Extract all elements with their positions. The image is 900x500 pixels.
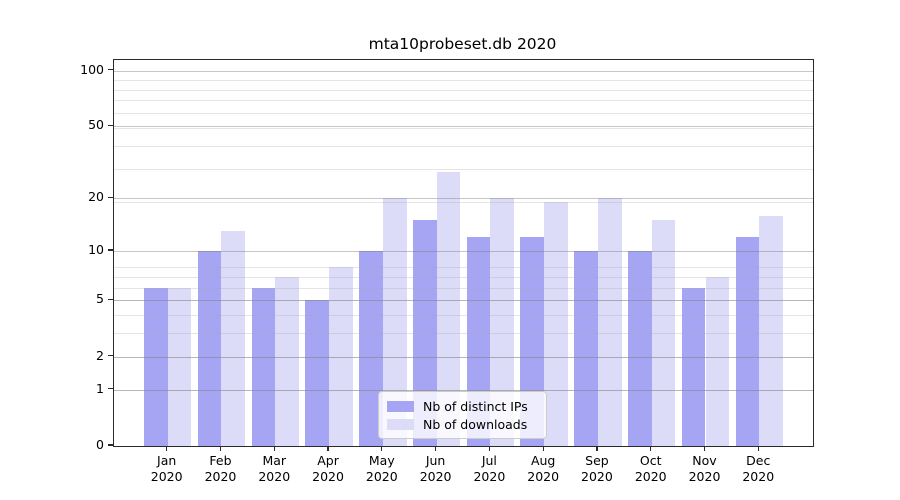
x-tick-mark: [596, 446, 598, 451]
minor-gridline: [114, 127, 813, 129]
x-tick-mark: [650, 446, 652, 451]
major-gridline: [114, 70, 813, 72]
bar-distinct-ips-nov: [681, 287, 706, 446]
x-tick-label: Jan 2020: [150, 453, 183, 484]
minor-gridline: [114, 276, 813, 278]
minor-gridline: [114, 356, 813, 358]
minor-gridline: [114, 287, 813, 289]
x-tick-mark: [488, 446, 490, 451]
x-tick-label: Sep 2020: [581, 453, 613, 484]
y-tick-label: 10: [88, 241, 104, 257]
major-gridline: [114, 250, 813, 252]
bar-distinct-ips-mar: [251, 287, 276, 446]
bar-downloads-jan: [167, 287, 192, 446]
bar-distinct-ips-apr: [305, 300, 330, 446]
x-tick-label: Oct 2020: [634, 453, 667, 484]
x-tick-mark: [327, 446, 329, 451]
bar-downloads-nov: [705, 276, 730, 446]
bar-distinct-ips-dec: [735, 237, 760, 446]
minor-gridline: [114, 100, 813, 102]
bar-distinct-ips-sep: [574, 250, 598, 446]
x-tick-mark: [435, 446, 437, 451]
major-gridline: [114, 126, 813, 128]
x-tick-label: Mar 2020: [258, 453, 291, 484]
chart-title: mta10probeset.db 2020: [368, 35, 557, 53]
x-tick-mark: [166, 446, 168, 451]
bar-downloads-dec: [759, 215, 783, 446]
minor-gridline: [114, 315, 813, 317]
y-tick-label: 20: [88, 189, 104, 205]
y-tick-mark: [108, 355, 113, 357]
bar-distinct-ips-jun: [412, 220, 437, 446]
legend: Nb of distinct IPs Nb of downloads: [378, 391, 547, 439]
bar-downloads-may: [382, 198, 407, 446]
y-tick-mark: [108, 196, 113, 198]
legend-swatch-downloads: [387, 419, 414, 430]
major-gridline: [114, 389, 813, 391]
y-tick-label: 5: [96, 291, 104, 307]
bar-downloads-apr: [329, 267, 353, 446]
plot-area: [113, 59, 814, 447]
y-tick-mark: [108, 124, 113, 126]
minor-gridline: [114, 300, 813, 302]
x-tick-mark: [219, 446, 222, 451]
legend-label-distinct-ips: Nb of distinct IPs: [423, 399, 528, 414]
y-tick-label: 2: [96, 347, 104, 363]
minor-gridline: [114, 202, 813, 204]
x-tick-label: May 2020: [365, 453, 398, 484]
y-tick-mark: [108, 68, 113, 71]
y-tick-label: 1: [96, 380, 104, 396]
x-tick-mark: [381, 446, 383, 451]
y-tick-label: 0: [96, 437, 104, 452]
legend-label-downloads: Nb of downloads: [423, 417, 528, 432]
major-gridline: [114, 356, 813, 358]
minor-gridline: [114, 79, 813, 81]
bar-downloads-aug: [544, 202, 568, 446]
x-tick-label: Jul 2020: [473, 453, 506, 484]
bar-distinct-ips-oct: [628, 250, 652, 446]
x-tick-label: Aug 2020: [527, 453, 560, 484]
bar-distinct-ips-feb: [197, 250, 222, 446]
y-tick-mark: [108, 444, 113, 446]
bar-downloads-oct: [651, 220, 676, 446]
legend-swatch-distinct-ips: [387, 401, 414, 412]
y-tick-mark: [108, 388, 113, 390]
bar-downloads-jun: [436, 172, 461, 446]
bar-downloads-jul: [490, 198, 515, 446]
minor-gridline: [114, 169, 813, 171]
minor-gridline: [114, 333, 813, 335]
x-tick-label: Dec 2020: [742, 453, 775, 484]
minor-gridline: [114, 89, 813, 91]
x-tick-mark: [542, 446, 544, 451]
legend-item-downloads: Nb of downloads: [387, 416, 538, 433]
bar-distinct-ips-jan: [144, 287, 168, 446]
y-tick-label: 100: [80, 61, 104, 77]
major-gridline: [114, 300, 813, 302]
bar-downloads-sep: [597, 198, 622, 446]
x-tick-mark: [703, 446, 706, 451]
major-gridline: [114, 198, 813, 200]
minor-gridline: [114, 145, 813, 147]
x-tick-label: Feb 2020: [204, 453, 237, 484]
y-tick-mark: [108, 298, 113, 300]
minor-gridline: [114, 389, 813, 391]
y-tick-mark: [108, 249, 113, 251]
x-tick-label: Apr 2020: [312, 453, 344, 484]
x-tick-label: Nov 2020: [688, 453, 721, 484]
x-tick-label: Jun 2020: [419, 453, 452, 484]
bar-downloads-feb: [221, 231, 246, 446]
bar-distinct-ips-may: [359, 250, 383, 446]
minor-gridline: [114, 267, 813, 269]
bar-downloads-mar: [275, 276, 299, 446]
y-tick-label: 50: [88, 117, 104, 133]
x-tick-mark: [273, 446, 275, 451]
x-tick-mark: [757, 446, 759, 451]
legend-item-distinct-ips: Nb of distinct IPs: [387, 398, 538, 415]
minor-gridline: [114, 112, 813, 114]
